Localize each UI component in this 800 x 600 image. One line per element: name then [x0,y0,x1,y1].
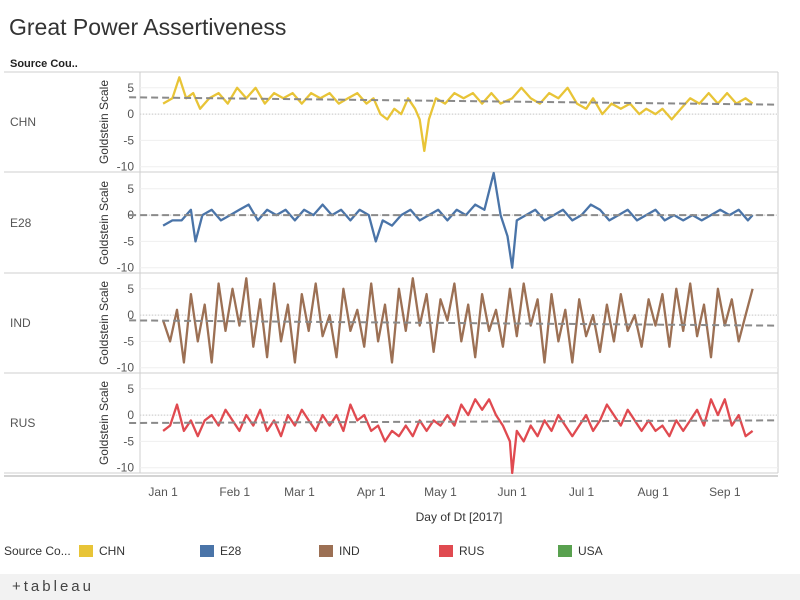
y-axis-title: Goldstein Scale [97,181,111,265]
y-tick-label: -5 [123,234,134,248]
row-label: RUS [10,416,35,430]
x-tick-label: Sep 1 [709,485,741,499]
y-axis-title: Goldstein Scale [97,281,111,365]
legend-label: E28 [220,544,242,558]
trend-line [129,96,779,106]
y-axis-title: Goldstein Scale [97,80,111,164]
footer-bar: +tableau [0,574,800,600]
x-tick-label: Jul 1 [569,485,595,499]
y-tick-label: 5 [127,182,134,196]
y-tick-label: 5 [127,282,134,296]
y-axis-title: Goldstein Scale [97,381,111,465]
y-tick-label: 0 [127,107,134,121]
trend-line [129,419,779,424]
y-tick-label: 0 [127,408,134,422]
legend-label: RUS [459,544,485,558]
x-tick-label: Aug 1 [637,485,669,499]
page-title: Great Power Assertiveness [9,14,287,40]
y-tick-label: -10 [117,361,135,375]
y-tick-label: -5 [123,434,134,448]
line-chart: CHN Goldstein Scale 5 0 -5 -10 E28 Goldstein Sc… [4,71,779,524]
x-tick-label: Jun 1 [497,485,527,499]
y-tick-label: 5 [127,382,134,396]
x-tick-label: Mar 1 [284,485,315,499]
trend-line [129,319,779,327]
legend: Source Co... CHN E28 IND RUS USA [4,543,794,561]
legend-swatch [439,545,453,557]
legend-swatch [319,545,333,557]
x-axis-title: Day of Dt [2017] [416,510,503,524]
y-tick-label: 5 [127,81,134,95]
series-line-e28 [162,171,754,269]
row-label: E28 [10,216,32,230]
y-tick-label: -5 [123,334,134,348]
legend-title: Source Co... [4,544,71,558]
legend-swatch [200,545,214,557]
tableau-logo[interactable]: +tableau [12,578,94,595]
legend-swatch [558,545,572,557]
y-tick-label: -5 [123,133,134,147]
x-tick-label: Apr 1 [357,485,386,499]
legend-label: IND [339,544,360,558]
x-tick-label: May 1 [424,485,457,499]
row-label: CHN [10,115,36,129]
y-tick-label: -10 [117,261,135,275]
y-tick-label: -10 [117,160,135,174]
row-label: IND [10,316,31,330]
x-tick-label: Jan 1 [148,485,178,499]
legend-label: USA [578,544,603,558]
y-tick-label: 0 [127,308,134,322]
legend-label: CHN [99,544,125,558]
series-line-ind [162,277,754,364]
legend-swatch [79,545,93,557]
x-tick-label: Feb 1 [219,485,250,499]
row-header: Source Cou.. [10,58,78,70]
series-line-rus [162,398,754,475]
y-tick-label: -10 [117,461,135,475]
